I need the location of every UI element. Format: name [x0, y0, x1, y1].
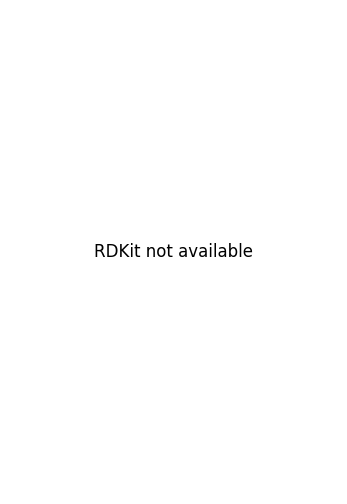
Text: RDKit not available: RDKit not available	[94, 243, 253, 261]
